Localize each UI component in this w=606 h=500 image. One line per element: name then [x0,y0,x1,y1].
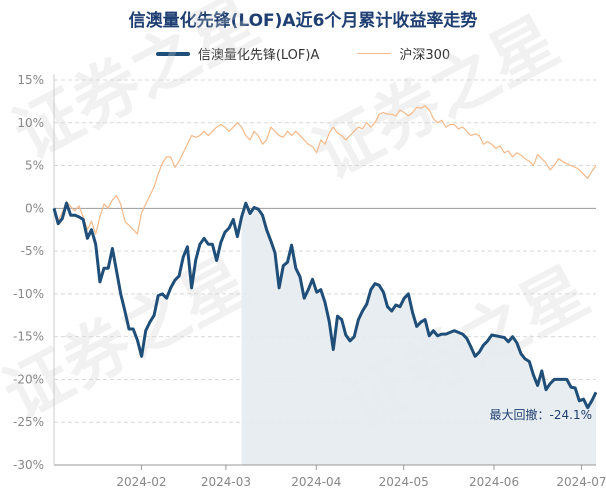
y-tick-label: -30% [13,458,44,472]
chart-title: 信澳量化先锋(LOF)A近6个月累计收益率走势 [128,11,478,31]
legend-item-fund[interactable]: 信澳量化先锋(LOF)A [155,44,320,63]
series-lines [52,105,598,410]
max-drawdown-label: 最大回撤：-24.1% [490,407,592,422]
y-tick-label: -5% [21,244,44,258]
legend-swatch-fund [155,51,190,56]
y-tick-label: 5% [25,159,44,173]
y-tick-label: 10% [17,116,44,130]
y-tick-label: -10% [13,287,44,301]
legend-label-index: 沪深300 [399,48,451,63]
legend-item-index[interactable]: 沪深300 [357,44,450,63]
max-drawdown-area [241,203,596,465]
x-tick-label: 2024-07 [556,475,606,489]
x-tick-label: 2024-03 [201,475,251,489]
x-tick-label: 2024-06 [469,475,519,489]
watermark-text: 证券之星 [1,0,270,174]
y-tick-label: -25% [13,415,44,429]
fund-series-line [52,201,598,410]
x-axis: 2024-02 2024-03 2024-04 2024-05 2024-06 2024-… [53,74,606,489]
x-tick-label: 2024-02 [116,475,166,489]
drawdown-shading [241,203,596,465]
y-axis: 15% 10% 5% 0% -5% -10% -15% -20% -25% -30% [13,73,44,472]
y-tick-label: -15% [13,330,44,344]
index-series-line [53,105,597,235]
chart-legend: 信澳量化先锋(LOF)A 沪深300 [0,44,606,63]
legend-label-fund: 信澳量化先锋(LOF)A [197,48,320,63]
x-tick-label: 2024-05 [379,475,429,489]
y-tick-label: 0% [25,201,44,215]
annotations: 最大回撤：-24.1% [490,407,592,422]
y-tick-label: 15% [17,73,44,87]
x-tick-label: 2024-04 [291,475,341,489]
legend-swatch-index [357,53,392,54]
y-tick-label: -20% [13,372,44,386]
